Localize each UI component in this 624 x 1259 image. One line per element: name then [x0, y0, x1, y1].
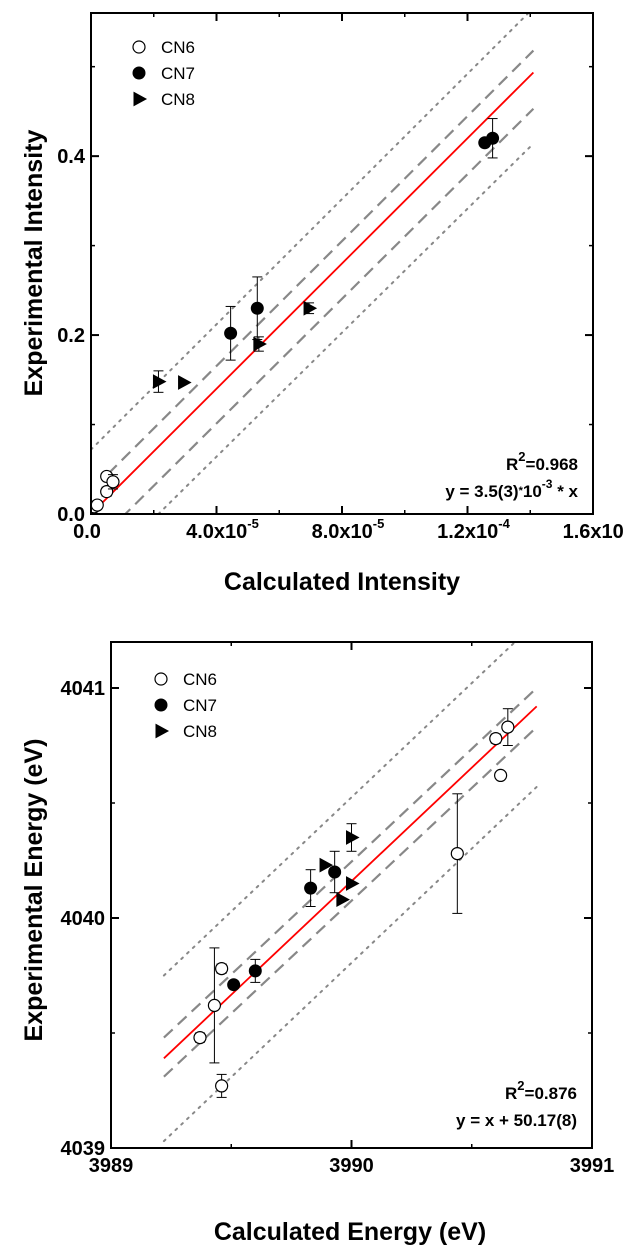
- energy-cn6-point: [215, 961, 229, 976]
- intensity-cn7-point: [224, 326, 238, 340]
- energy-prediction-band-line: [162, 785, 538, 1143]
- intensity-prediction-band-line: [157, 142, 535, 514]
- intensity-cn8-point: [178, 375, 192, 390]
- intensity-y-tick-label: 0.2: [57, 325, 85, 347]
- intensity-fit-equation: y = 3.5(3)*10-3 * x: [445, 477, 578, 501]
- energy-cn8-point: [336, 892, 350, 907]
- intensity-cn6-point: [106, 475, 120, 489]
- energy-cn7-point: [304, 881, 318, 895]
- energy-cn7-point: [248, 964, 262, 978]
- intensity-y-tick-label: 0.0: [57, 504, 85, 526]
- intensity-y-axis-title: Experimental Intensity: [20, 130, 48, 397]
- intensity-legend-cn7-label: CN7: [161, 64, 195, 83]
- intensity-cn7-point: [486, 131, 500, 145]
- intensity-x-tick-label: 1.6x10-4: [563, 516, 624, 543]
- energy-legend-cn8-marker: [155, 723, 170, 739]
- energy-cn8-point: [346, 876, 360, 891]
- intensity-legend-cn7-marker: [132, 66, 146, 80]
- energy-y-axis-title: Experimental Energy (eV): [20, 739, 48, 1042]
- energy-cn7-point: [328, 865, 342, 879]
- energy-legend-cn7-label: CN7: [183, 696, 217, 715]
- energy-cn8-point: [319, 857, 334, 873]
- energy-y-tick-label: 4041: [61, 678, 106, 700]
- intensity-x-tick-label: 8.0x10-5: [312, 516, 385, 543]
- energy-cn6-point: [501, 720, 515, 734]
- intensity-cn7-point: [250, 301, 264, 315]
- energy-legend-cn8-label: CN8: [183, 722, 217, 741]
- intensity-prediction-band-line: [91, 13, 530, 451]
- energy-plot-area: [162, 642, 538, 1143]
- energy-r2-annotation: R2=0.876: [505, 1078, 577, 1103]
- energy-chart: 3989 3990 3991 4039 4040 4041 Calculated Ener…: [20, 641, 615, 1246]
- energy-plot-frame: [110, 641, 593, 1149]
- intensity-cn8-point: [152, 374, 167, 389]
- intensity-chart: 0.0 4.0x10-5 8.0x10-5 1.2x10-4 1.6x10-4 0.0 0.…: [20, 12, 624, 596]
- energy-x-tick-label: 3990: [329, 1155, 374, 1177]
- energy-x-tick-label: 3989: [89, 1155, 134, 1177]
- intensity-legend: CN6 CN7 CN8: [132, 38, 195, 109]
- energy-prediction-band-line: [162, 642, 517, 977]
- intensity-confidence-band-line: [107, 49, 535, 475]
- energy-legend: CN6 CN7 CN8: [154, 670, 217, 741]
- intensity-x-tick-label: 4.0x10-5: [186, 516, 259, 543]
- energy-x-axis-title: Calculated Energy (eV): [214, 1218, 486, 1246]
- intensity-legend-cn6-marker: [132, 40, 146, 54]
- energy-fit-equation: y = x + 50.17(8): [456, 1111, 577, 1130]
- intensity-y-tick-label: 0.4: [57, 146, 86, 168]
- energy-legend-cn6-label: CN6: [183, 670, 217, 689]
- energy-legend-cn6-marker: [154, 672, 168, 686]
- energy-cn7-point: [227, 978, 241, 992]
- intensity-x-axis-title: Calculated Intensity: [224, 568, 460, 596]
- intensity-x-tick-label: 0.0: [73, 521, 101, 543]
- energy-cn6-point: [450, 846, 464, 861]
- energy-legend-cn7-marker: [154, 698, 168, 712]
- intensity-legend-cn8-marker: [133, 91, 148, 107]
- intensity-plot-area: [91, 13, 535, 514]
- intensity-cn8-point: [253, 336, 267, 352]
- energy-confidence-band-line: [163, 726, 538, 1078]
- energy-y-tick-label: 4039: [61, 1138, 106, 1160]
- intensity-confidence-band-line: [123, 107, 535, 514]
- energy-cn6-point: [193, 1030, 207, 1045]
- intensity-cn6-point: [91, 498, 104, 512]
- energy-cn6-point: [215, 1079, 229, 1093]
- energy-cn6-point: [489, 731, 503, 746]
- intensity-legend-cn6-label: CN6: [161, 38, 195, 57]
- energy-cn8-point: [346, 830, 360, 845]
- intensity-fit-line: [91, 71, 535, 514]
- energy-x-tick-label: 3991: [570, 1155, 615, 1177]
- energy-y-tick-label: 4040: [61, 908, 106, 930]
- intensity-cn8-point: [303, 300, 318, 316]
- energy-cn6-point: [494, 768, 508, 783]
- intensity-r2-annotation: R2=0.968: [506, 449, 578, 474]
- intensity-legend-cn8-label: CN8: [161, 90, 195, 109]
- energy-confidence-band-line: [163, 687, 538, 1039]
- intensity-x-tick-label: 1.2x10-4: [437, 516, 511, 543]
- energy-cn6-point: [207, 998, 222, 1013]
